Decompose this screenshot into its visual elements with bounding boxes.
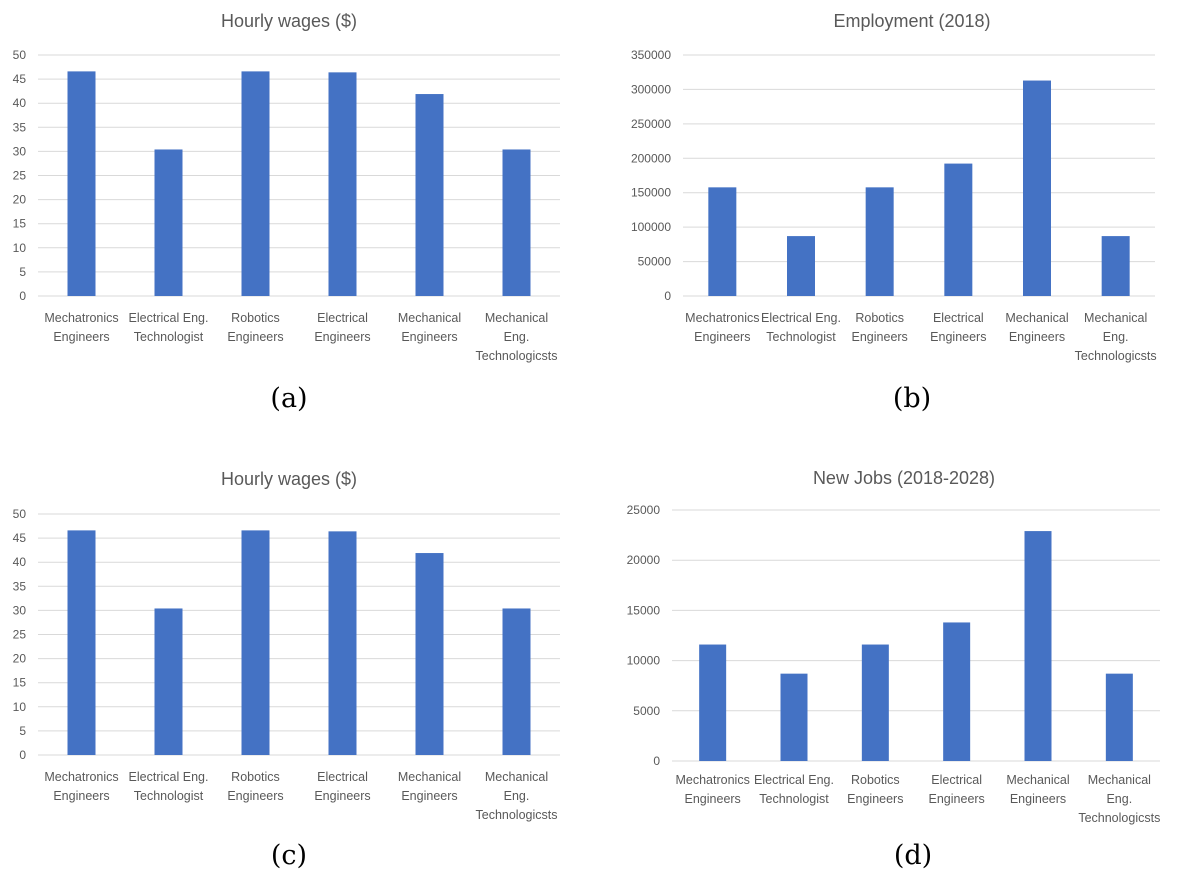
y-tick-label: 0 [653,754,660,768]
y-tick-label: 40 [13,555,27,569]
bar [865,187,894,296]
category-label: Robotics Engineers [227,770,283,803]
bar [67,71,96,296]
chart-hourly-wages-c: Hourly wages ($) (c) 0 5 10 15 20 25 30 35 40 45 5… [13,469,560,869]
bar [328,531,357,755]
bar [1105,673,1133,761]
category-label: Mechanical Engineers [398,770,461,803]
category-label: Mechanical Engineers [398,311,461,344]
chart-title: Hourly wages ($) [221,11,357,31]
bar [415,94,444,297]
panel-label: (b) [893,383,931,414]
y-tick-label: 10 [13,241,27,255]
category-label: Electrical Eng. Technologist [129,311,209,344]
panel-label: (d) [894,840,932,869]
y-tick-label: 10000 [627,654,661,668]
bar [328,72,357,297]
y-tick-label: 30 [13,144,27,158]
category-label: Electrical Eng. Technologist [754,773,834,806]
y-tick-label: 0 [19,289,26,303]
y-tick-label: 5000 [633,704,660,718]
category-label: Mechatronics Engineers [44,311,118,344]
y-tick-label: 15000 [627,603,661,617]
category-label: Electrical Engineers [929,773,985,806]
category-label: Mechatronics Engineers [675,773,749,806]
bar [861,644,889,761]
y-tick-label: 20 [13,652,27,666]
bar [502,149,531,296]
chart-title: New Jobs (2018-2028) [813,468,995,488]
y-tick-label: 10 [13,700,27,714]
bar [944,163,973,296]
y-tick-label: 15 [13,676,27,690]
category-label: Mechanical Engineers [1006,773,1069,806]
category-label: Electrical Engineers [314,311,370,344]
category-label: Mechanical Engineers [1005,311,1068,344]
y-tick-label: 35 [13,120,27,134]
y-tick-label: 300000 [631,82,671,96]
chart-title: Employment (2018) [833,11,990,31]
chart-employment-b: Employment (2018) (b) 0 50000 100000 150000… [631,11,1157,414]
bar [699,644,727,761]
bar [415,553,444,755]
bar [502,608,531,755]
y-tick-label: 5 [19,724,26,738]
y-tick-label: 15 [13,217,27,231]
bar [241,71,270,296]
y-tick-label: 40 [13,96,27,110]
y-tick-label: 5 [19,265,26,279]
category-label: Mechanical Eng. Technologicsts [1078,773,1160,825]
bar [154,149,183,296]
chart-title: Hourly wages ($) [221,469,357,489]
bar [154,608,183,755]
y-tick-label: 50 [13,48,27,62]
category-label: Robotics Engineers [852,311,908,344]
panel-label: (c) [271,840,307,869]
category-label: Electrical Engineers [930,311,986,344]
y-tick-label: 200000 [631,151,671,165]
y-tick-label: 0 [19,748,26,762]
bar [943,622,971,761]
category-label: Mechanical Eng. Technologicsts [476,770,558,822]
y-tick-label: 25000 [627,503,661,517]
chart-hourly-wages-a: Hourly wages ($) (a) 0 5 10 15 20 25 30 35 40 45 5… [13,11,560,414]
bar [1023,80,1051,297]
y-tick-label: 100000 [631,220,671,234]
category-label: Electrical Eng. Technologist [129,770,209,803]
category-label: Robotics Engineers [847,773,903,806]
bar [1024,531,1052,761]
y-tick-label: 25 [13,169,27,183]
bar [67,530,96,755]
y-tick-label: 45 [13,531,27,545]
y-tick-label: 45 [13,72,27,86]
y-tick-label: 0 [664,289,671,303]
bar [1101,236,1130,296]
category-label: Mechanical Eng. Technologicsts [1075,311,1157,363]
y-tick-label: 50000 [638,255,672,269]
y-tick-label: 20 [13,193,27,207]
y-tick-label: 150000 [631,186,671,200]
category-label: Mechatronics Engineers [685,311,759,344]
bar [780,673,808,761]
category-label: Electrical Eng. Technologist [761,311,841,344]
y-tick-label: 350000 [631,48,671,62]
y-tick-label: 20000 [627,553,661,567]
y-tick-label: 30 [13,603,27,617]
y-tick-label: 35 [13,579,27,593]
category-label: Electrical Engineers [314,770,370,803]
category-label: Mechatronics Engineers [44,770,118,803]
bar [241,530,270,755]
chart-new-jobs-d: New Jobs (2018-2028) (d) 0 5000 10000 15000… [627,468,1161,869]
category-label: Mechanical Eng. Technologicsts [476,311,558,363]
category-label: Robotics Engineers [227,311,283,344]
bar [787,236,815,296]
panel-label: (a) [270,383,307,414]
bar [708,187,737,296]
y-tick-label: 25 [13,628,27,642]
y-tick-label: 250000 [631,117,671,131]
y-tick-label: 50 [13,507,27,521]
